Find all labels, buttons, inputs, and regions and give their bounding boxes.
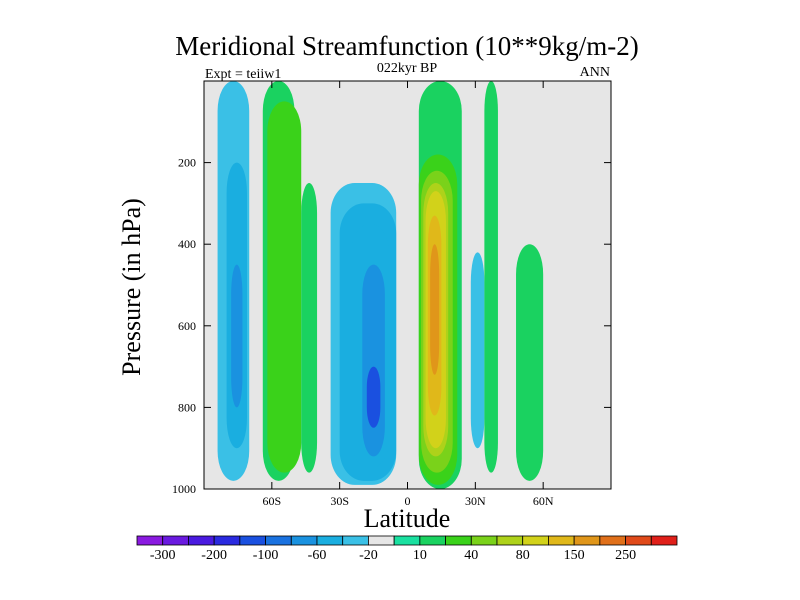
colorbar-swatch	[522, 535, 549, 546]
chart-title: Meridional Streamfunction (10**9kg/m-2)	[175, 31, 638, 61]
colorbar-swatch	[316, 535, 344, 546]
colorbar-swatch	[136, 535, 164, 546]
colorbar-label: 150	[564, 548, 585, 563]
y-tick-label: 1000	[172, 482, 196, 496]
contour-region	[251, 81, 261, 473]
contour-region	[577, 81, 598, 122]
colorbar-swatch	[548, 535, 575, 546]
colorbar-swatch	[213, 535, 241, 546]
colorbar-label: 80	[516, 548, 530, 563]
x-axis-label: Latitude	[364, 504, 451, 533]
colorbar-swatch	[265, 535, 292, 546]
contour-region	[301, 183, 318, 473]
colorbar: -300 -200 -100 -60 -20 10 40 80 150 250	[136, 535, 678, 563]
colorbar-swatch	[650, 535, 678, 546]
colorbar-swatch	[393, 535, 421, 546]
colorbar-swatch	[445, 535, 472, 546]
chart-subtitle: 022kyr BP	[377, 61, 438, 76]
contour-region	[516, 81, 526, 269]
x-tick-label: 0	[405, 494, 411, 508]
colorbar-swatch	[496, 535, 524, 546]
plot-area	[204, 81, 611, 489]
contour-region	[366, 366, 381, 428]
colorbar-label: -200	[201, 548, 227, 563]
x-tick-label: 30S	[330, 494, 349, 508]
x-tick-label: 60N	[533, 494, 554, 508]
x-tick-label: 30N	[465, 494, 486, 508]
axes: 60S 30S 0 30N 60N 200 400 600 800 1000	[172, 80, 612, 508]
colorbar-label: -60	[308, 548, 327, 563]
season-label: ANN	[580, 65, 610, 80]
y-tick-label: 800	[178, 400, 196, 414]
colorbar-swatch	[290, 535, 318, 546]
colorbar-label: 40	[464, 548, 478, 563]
contour-region	[534, 81, 548, 171]
colorbar-swatch	[625, 535, 652, 546]
colorbar-swatch	[599, 535, 626, 546]
experiment-label: Expt = teiiw1	[205, 67, 281, 82]
colorbar-label: 10	[413, 548, 427, 563]
y-tick-label: 600	[178, 319, 196, 333]
colorbar-swatch	[239, 535, 266, 546]
contour-region	[208, 117, 218, 457]
contour-region	[430, 244, 440, 375]
colorbar-swatch	[188, 535, 215, 546]
colorbar-label: 250	[615, 548, 636, 563]
contour-region	[267, 101, 302, 473]
contour-region	[231, 264, 243, 408]
colorbar-swatch	[368, 535, 395, 546]
colorbar-swatch	[342, 535, 369, 546]
y-axis-label: Pressure (in hPa)	[117, 198, 146, 376]
contour-region	[516, 244, 544, 481]
y-tick-label: 400	[178, 237, 196, 251]
colorbar-label: -20	[359, 548, 378, 563]
contour-region	[470, 252, 485, 449]
contour-region	[484, 81, 498, 473]
y-tick-label: 200	[178, 156, 196, 170]
colorbar-swatch	[419, 535, 446, 546]
colorbar-swatch	[162, 535, 189, 546]
colorbar-label: -100	[253, 548, 279, 563]
colorbar-label: -300	[150, 548, 176, 563]
colorbar-swatch	[470, 535, 498, 546]
contour-region	[317, 81, 327, 147]
x-tick-label: 60S	[262, 494, 281, 508]
colorbar-swatch	[573, 535, 601, 546]
